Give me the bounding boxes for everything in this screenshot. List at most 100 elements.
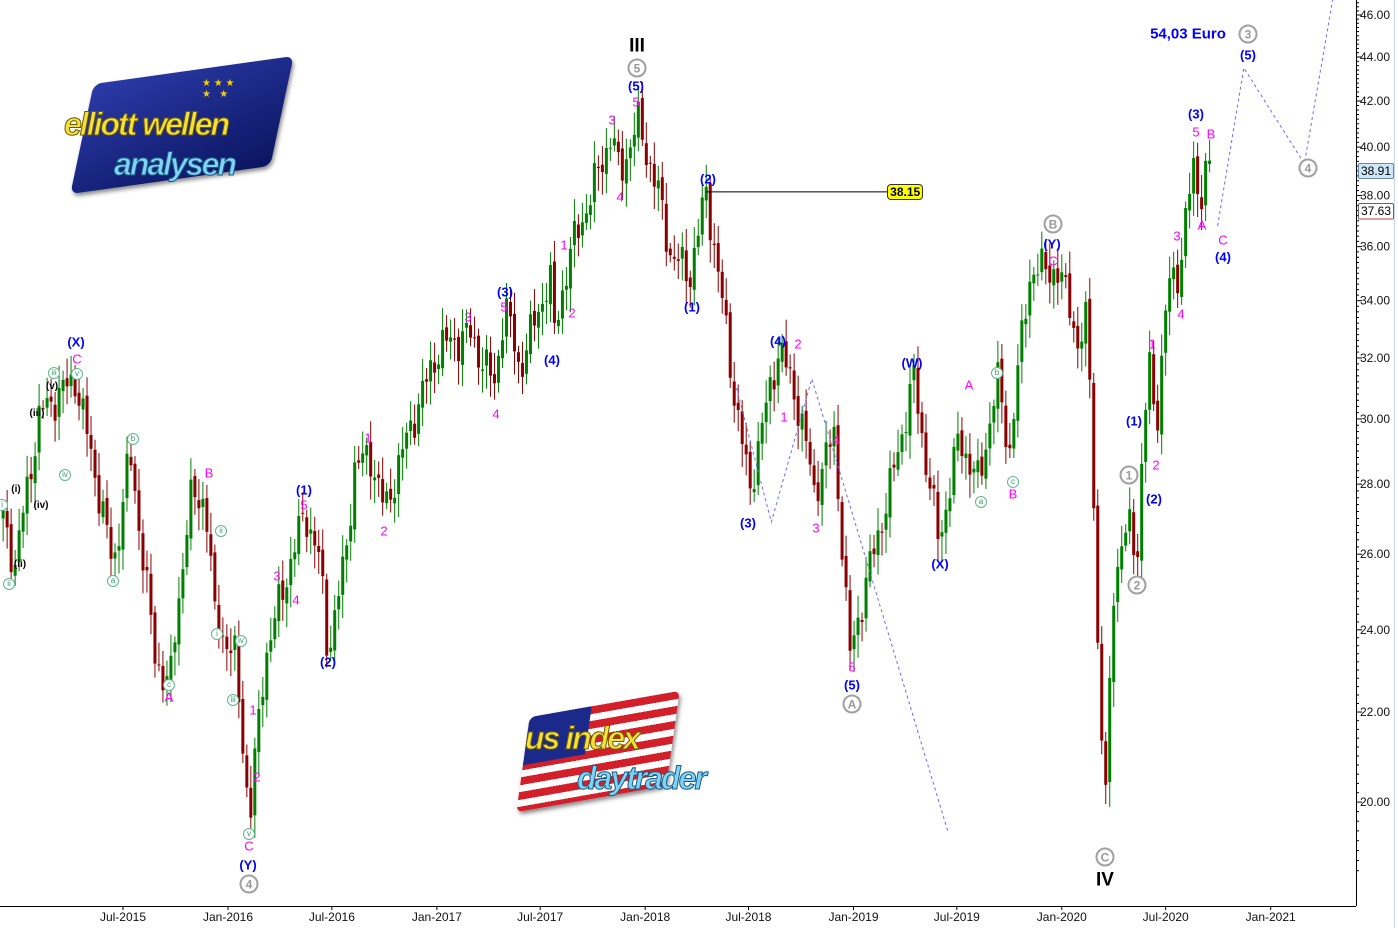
candle bbox=[944, 491, 948, 554]
candle-body bbox=[65, 378, 69, 387]
candle-body bbox=[724, 299, 728, 316]
candle-body bbox=[672, 256, 676, 259]
x-tick-label: Jul-2020 bbox=[1143, 910, 1189, 924]
candle-body bbox=[329, 647, 333, 652]
candle-body bbox=[520, 363, 524, 377]
candle-body bbox=[9, 524, 13, 572]
wave-label: 3 bbox=[812, 520, 820, 536]
y-tick-label: 38.00 bbox=[1360, 189, 1390, 203]
x-tick-label: Jan-2019 bbox=[828, 910, 878, 924]
candle-body bbox=[552, 261, 556, 323]
price-target-text: 54,03 Euro bbox=[1150, 25, 1226, 43]
candle-body bbox=[908, 384, 912, 436]
candle bbox=[385, 482, 389, 510]
wave-label: A bbox=[842, 694, 862, 714]
candle-body bbox=[389, 488, 393, 500]
wave-label: (2) bbox=[700, 171, 716, 187]
candle-body bbox=[800, 413, 804, 430]
candle-body bbox=[688, 277, 692, 288]
wave-label: 4 bbox=[292, 592, 300, 608]
candle-body bbox=[497, 355, 501, 383]
candle bbox=[752, 469, 756, 503]
candle-body bbox=[1060, 272, 1064, 282]
candle bbox=[185, 520, 189, 576]
candle bbox=[928, 458, 932, 501]
wave-label: 1 bbox=[780, 409, 788, 425]
candle bbox=[868, 534, 872, 588]
candle bbox=[536, 303, 540, 349]
candle-body bbox=[501, 340, 505, 359]
candle bbox=[624, 138, 628, 207]
candle bbox=[744, 422, 748, 476]
candle bbox=[808, 428, 812, 476]
candle-body bbox=[948, 498, 952, 512]
candle-body bbox=[393, 497, 397, 504]
candle-body bbox=[616, 141, 620, 153]
candle-body bbox=[532, 310, 536, 326]
candle-body bbox=[560, 290, 564, 319]
candle bbox=[1148, 330, 1152, 425]
candle bbox=[1096, 489, 1100, 650]
candle-body bbox=[1132, 512, 1136, 556]
candle-body bbox=[964, 453, 968, 458]
candle-body bbox=[253, 748, 257, 816]
candle bbox=[357, 445, 361, 469]
candle bbox=[437, 354, 441, 385]
candle bbox=[421, 358, 425, 427]
candle-body bbox=[349, 525, 353, 542]
candle bbox=[1108, 655, 1112, 808]
candle-body bbox=[1032, 274, 1036, 284]
candle bbox=[576, 214, 580, 257]
candle-body bbox=[576, 224, 580, 238]
candle bbox=[1136, 533, 1140, 580]
candle-body bbox=[848, 590, 852, 651]
candle-body bbox=[692, 247, 696, 290]
candle-body bbox=[433, 362, 437, 373]
candle bbox=[325, 573, 329, 668]
wave-label: A bbox=[964, 377, 974, 393]
wave-label: iv bbox=[235, 635, 247, 647]
candle-body bbox=[1208, 160, 1212, 164]
candle bbox=[756, 421, 760, 495]
wave-label: 3 bbox=[273, 568, 281, 584]
wave-label: B bbox=[1008, 486, 1018, 502]
candle bbox=[41, 400, 45, 419]
candle-body bbox=[544, 300, 548, 302]
candle-body bbox=[980, 456, 984, 476]
wave-label: 3 bbox=[1173, 228, 1181, 244]
candle bbox=[936, 470, 940, 562]
candle-body bbox=[644, 143, 648, 166]
candle-body bbox=[281, 580, 285, 600]
candle-body bbox=[313, 531, 317, 546]
candle bbox=[173, 636, 177, 676]
wave-label: (X) bbox=[931, 556, 949, 572]
candle-body bbox=[125, 453, 129, 499]
candle-body bbox=[57, 387, 61, 417]
candle-body bbox=[101, 501, 105, 518]
candle-body bbox=[984, 449, 988, 479]
candle bbox=[908, 365, 912, 459]
candle-body bbox=[273, 618, 277, 640]
candle-body bbox=[892, 464, 896, 468]
candle bbox=[644, 122, 648, 178]
wave-label: A bbox=[164, 689, 174, 705]
candle-body bbox=[241, 699, 245, 754]
candle bbox=[780, 334, 784, 373]
candle bbox=[241, 681, 245, 763]
candle bbox=[1092, 372, 1096, 521]
candle bbox=[636, 88, 640, 152]
candle bbox=[1016, 344, 1020, 438]
candle-body bbox=[469, 325, 473, 338]
candle bbox=[892, 452, 896, 482]
candle-body bbox=[1136, 551, 1140, 557]
candle bbox=[401, 426, 405, 481]
candle-body bbox=[49, 396, 53, 402]
candle bbox=[904, 411, 908, 452]
wave-label: III bbox=[629, 35, 645, 57]
wave-label: 2 bbox=[1127, 575, 1147, 595]
wave-label: ii bbox=[215, 525, 227, 537]
candle-body bbox=[353, 462, 357, 530]
wave-label: (Y) bbox=[239, 857, 257, 873]
candle bbox=[329, 625, 333, 660]
candle-body bbox=[1040, 248, 1044, 273]
